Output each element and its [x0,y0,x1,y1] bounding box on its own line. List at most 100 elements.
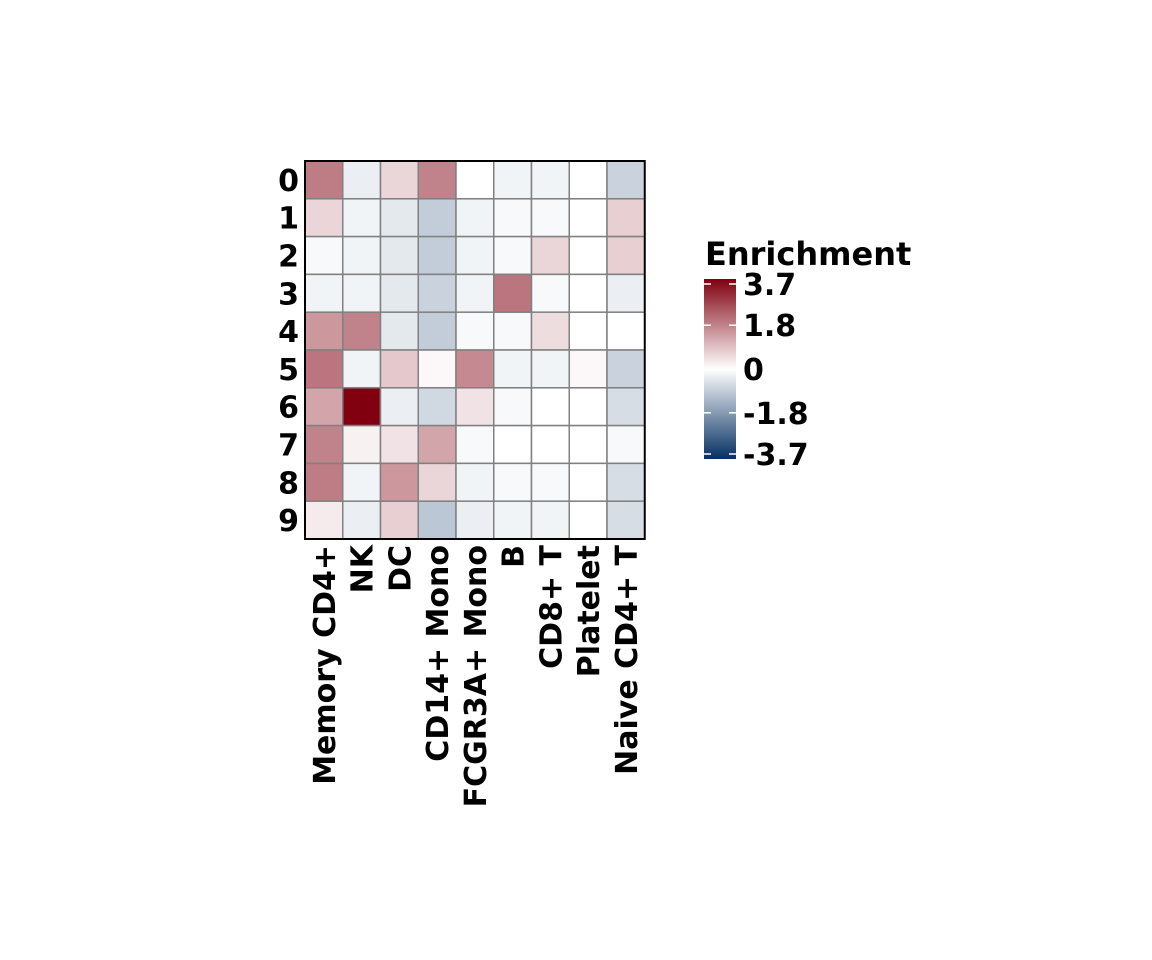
legend-tick-label: 1.8 [743,309,796,344]
heatmap-cell [530,273,570,313]
heatmap-cell [379,198,419,238]
heatmap-frame [304,160,646,540]
heatmap-cell [493,349,533,389]
heatmap-cell [493,160,533,200]
heatmap-cell [606,424,646,465]
heatmap-cell [568,500,608,540]
heatmap-cell [493,424,533,465]
heatmap-cell [606,160,646,200]
heatmap-cell [568,273,608,313]
heatmap-cell [606,462,646,502]
heatmap-cell [568,349,608,389]
heatmap-cell [606,198,646,238]
heatmap-cell [493,198,533,238]
heatmap-cell [493,273,533,313]
row-label: 3 [278,277,299,312]
column-label: DC [383,545,418,592]
heatmap-cell [455,387,495,427]
heatmap-cell [417,349,457,389]
heatmap-cell [606,500,646,540]
heatmap-cell [455,273,495,313]
heatmap-cell [455,311,495,351]
heatmap-cell [455,462,495,502]
row-label: 6 [278,391,299,426]
row-label: 8 [278,466,299,501]
heatmap-cell [417,273,457,313]
heatmap-cell [304,387,344,427]
row-label: 4 [278,315,299,350]
heatmap-cell [455,160,495,200]
column-label: Platelet [572,545,607,677]
column-labels: Memory CD4+ NK DC CD14+ Mono FCGR3A+ Mono B CD… [308,543,645,807]
heatmap-cell [342,160,382,200]
heatmap-cell [606,235,646,276]
legend-tick-label: 3.7 [743,268,796,303]
heatmap-cell [606,349,646,389]
heatmap-cell [379,349,419,389]
heatmap-cell [530,160,570,200]
heatmap-cell [342,462,382,502]
legend-tick-label: 0 [743,353,764,388]
heatmap-cell [568,311,608,351]
heatmap-cell [455,235,495,276]
heatmap-cell [530,387,570,427]
heatmap-cell [568,160,608,200]
heatmap-cell [304,235,344,276]
heatmap-cell [530,349,570,389]
row-label: 2 [278,240,299,275]
legend-tick-label: -1.8 [743,397,809,432]
heatmap-cell [417,160,457,200]
heatmap-cell [455,198,495,238]
heatmap-cell [379,311,419,351]
column-label: FCGR3A+ Mono [459,545,494,807]
heatmap-cell [530,235,570,276]
heatmap-cell [606,387,646,427]
heatmap-cell [379,273,419,313]
heatmap-cell [493,500,533,540]
heatmap-cell [342,198,382,238]
heatmap-cell [493,235,533,276]
heatmap-cell [342,500,382,540]
heatmap-cell [304,424,344,465]
row-label: 1 [278,202,299,237]
heatmap-cell [568,424,608,465]
heatmap-cell [379,235,419,276]
legend-tick-label: -3.7 [743,438,809,473]
heatmap-cell [342,424,382,465]
heatmap-cell [455,500,495,540]
heatmap-cell [417,424,457,465]
column-label: CD14+ Mono [421,545,456,762]
heatmap-cell [606,311,646,351]
heatmap-cell [304,500,344,540]
heatmap-cell [342,349,382,389]
row-label: 9 [278,504,299,539]
heatmap-cell [530,424,570,465]
column-label: Memory CD4+ [308,545,343,785]
heatmap-cell [417,311,457,351]
column-label: Naive CD4+ T [610,544,645,774]
legend-title: Enrichment [705,235,911,273]
heatmap-cell [304,198,344,238]
heatmap-cell [493,462,533,502]
heatmap-cell [417,462,457,502]
legend: Enrichment 3.7 1.8 0 -1.8 -3.7 [704,235,911,473]
heatmap-cell [493,311,533,351]
heatmap-cell [568,462,608,502]
column-label: CD8+ T [534,544,569,668]
heatmap-cell [417,198,457,238]
heatmap-cell [379,387,419,427]
heatmap-cells [304,160,646,540]
heatmap-cell [379,160,419,200]
heatmap-cell [379,424,419,465]
heatmap-cell [493,387,533,427]
heatmap-cell [342,387,382,427]
column-label: B [497,545,532,568]
legend-ticks: 3.7 1.8 0 -1.8 -3.7 [704,268,809,473]
heatmap-cell [304,462,344,502]
heatmap-cell [304,273,344,313]
heatmap-cell [379,500,419,540]
column-label: NK [346,543,381,593]
heatmap-cell [455,424,495,465]
heatmap-cell [342,235,382,276]
